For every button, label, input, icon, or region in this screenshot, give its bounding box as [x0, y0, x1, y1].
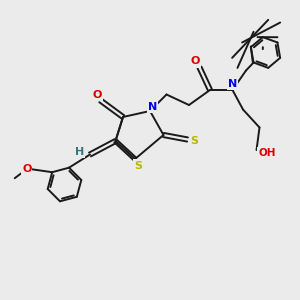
Text: S: S [190, 136, 198, 146]
Text: O: O [22, 164, 32, 174]
Text: N: N [148, 101, 157, 112]
Text: O: O [92, 90, 102, 100]
Text: OH: OH [258, 148, 276, 158]
Text: N: N [228, 79, 237, 89]
Text: O: O [190, 56, 200, 67]
Text: H: H [75, 146, 84, 157]
Text: S: S [135, 160, 142, 171]
